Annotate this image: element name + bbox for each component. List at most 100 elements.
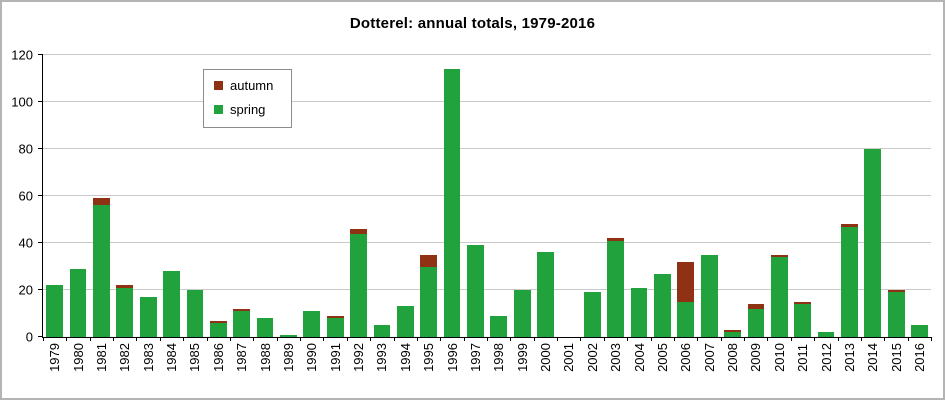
x-label-text: 1984 (164, 343, 180, 372)
x-tick-mark (767, 337, 769, 341)
bar-slot-1983 (137, 55, 160, 337)
x-label-2000: 2000 (534, 343, 557, 372)
x-label-text: 1981 (93, 343, 109, 372)
x-tick-mark (136, 337, 138, 341)
x-label-text: 2008 (725, 343, 741, 372)
bar-spring-1999 (513, 290, 531, 337)
x-label-text: 1997 (467, 343, 483, 372)
bar-slot-2000 (534, 55, 557, 337)
bar-spring-2002 (583, 292, 601, 337)
x-tick-mark (814, 337, 816, 341)
x-label-text: 2009 (748, 343, 764, 372)
bar-spring-2006 (677, 301, 695, 337)
x-tick-mark (43, 337, 44, 341)
x-label-2002: 2002 (581, 343, 604, 372)
x-label-2013: 2013 (838, 343, 861, 372)
bar-spring-2008 (724, 332, 741, 337)
autumn-swatch (214, 81, 223, 90)
x-tick-mark (557, 337, 559, 341)
x-tick-mark (744, 337, 746, 341)
bar-slot-1979 (43, 55, 66, 337)
x-tick-mark (884, 337, 886, 341)
bar-spring-2016 (911, 325, 928, 337)
x-label-1997: 1997 (464, 343, 487, 372)
x-label-text: 1995 (421, 343, 437, 372)
y-tick-mark-0 (38, 336, 43, 337)
bar-spring-2015 (887, 292, 905, 337)
x-label-1985: 1985 (183, 343, 206, 372)
bar-spring-1982 (116, 287, 134, 337)
x-label-text: 2002 (584, 343, 600, 372)
bar-slot-1994 (394, 55, 417, 337)
bar-slot-1996 (440, 55, 463, 337)
legend: autumn spring (203, 69, 293, 128)
bar-spring-2000 (537, 252, 554, 337)
x-label-2007: 2007 (698, 343, 721, 372)
x-tick-mark (580, 337, 582, 341)
x-label-1993: 1993 (370, 343, 393, 372)
x-label-text: 2010 (771, 343, 787, 372)
bar-spring-1983 (139, 297, 157, 337)
bar-autumn-2013 (841, 224, 858, 227)
x-label-1983: 1983 (137, 343, 160, 372)
bar-slot-1980 (66, 55, 89, 337)
x-label-text: 1993 (374, 343, 390, 372)
y-tick-label-0: 0 (25, 329, 33, 345)
bar-spring-1989 (280, 334, 297, 337)
bar-slot-1990 (300, 55, 323, 337)
y-tick-mark-20 (38, 289, 43, 290)
bar-spring-2013 (841, 226, 858, 337)
x-tick-mark (673, 337, 675, 341)
bar-slot-1982 (113, 55, 136, 337)
x-label-2009: 2009 (744, 343, 767, 372)
bar-spring-1987 (233, 311, 251, 337)
x-label-1990: 1990 (300, 343, 323, 372)
x-label-text: 2004 (631, 343, 647, 372)
bar-slot-2001 (557, 55, 580, 337)
bar-slot-1999 (511, 55, 534, 337)
x-tick-mark (183, 337, 185, 341)
x-label-text: 1994 (397, 343, 413, 372)
x-label-text: 2013 (841, 343, 857, 372)
x-tick-mark (931, 337, 932, 341)
x-tick-mark (113, 337, 115, 341)
bar-autumn-2010 (770, 254, 788, 258)
spring-swatch (214, 105, 223, 114)
x-tick-mark (720, 337, 722, 341)
x-label-1991: 1991 (324, 343, 347, 372)
x-label-2016: 2016 (908, 343, 931, 372)
bar-spring-1993 (373, 325, 391, 337)
bar-slot-2006 (674, 55, 697, 337)
x-label-text: 2014 (865, 343, 881, 372)
bar-spring-1981 (93, 205, 110, 337)
bar-slot-1992 (347, 55, 370, 337)
bar-slot-2011 (791, 55, 814, 337)
x-axis-labels: 1979 1980 1981 1982 1983 1984 1985 1986 1987 1988… (43, 343, 931, 372)
bar-slot-1988 (253, 55, 276, 337)
x-label-2003: 2003 (604, 343, 627, 372)
bar-spring-1998 (490, 315, 508, 337)
bar-spring-2003 (607, 240, 625, 337)
bar-autumn-1982 (116, 285, 134, 288)
x-label-text: 1979 (47, 343, 63, 372)
x-tick-mark (510, 337, 512, 341)
x-label-2015: 2015 (885, 343, 908, 372)
bar-spring-2004 (630, 287, 648, 337)
x-label-text: 1992 (351, 343, 367, 372)
bar-spring-1988 (256, 318, 274, 337)
bar-spring-2012 (817, 332, 835, 337)
bar-autumn-2006 (677, 261, 695, 302)
x-label-text: 2005 (654, 343, 670, 372)
x-label-text: 2003 (608, 343, 624, 372)
bar-slot-2007 (698, 55, 721, 337)
x-tick-mark (440, 337, 442, 341)
bar-spring-1994 (396, 306, 414, 337)
bars-container (43, 55, 931, 337)
x-label-1994: 1994 (394, 343, 417, 372)
y-tick-mark-60 (38, 195, 43, 196)
bar-slot-2003 (604, 55, 627, 337)
x-label-1988: 1988 (253, 343, 276, 372)
x-label-2010: 2010 (768, 343, 791, 372)
x-label-1992: 1992 (347, 343, 370, 372)
